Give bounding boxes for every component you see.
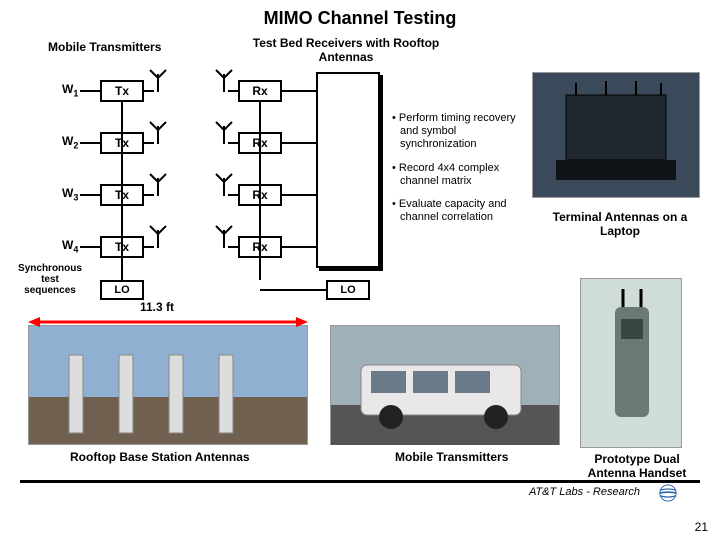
w3-line xyxy=(80,194,100,196)
handset-caption: Prototype Dual Antenna Handset xyxy=(572,452,702,480)
rx1-from-ant xyxy=(228,90,238,92)
processing-box xyxy=(316,72,380,268)
tx3-to-ant xyxy=(144,194,154,196)
w2-label: W2 xyxy=(62,134,78,150)
w3-label: W3 xyxy=(62,186,78,202)
rx2-to-big xyxy=(282,142,316,144)
w4-line xyxy=(80,246,100,248)
w1-label: W1 xyxy=(62,82,78,98)
rx1-box: Rx xyxy=(238,80,282,102)
rx4-from-ant xyxy=(228,246,238,248)
rx3-from-ant xyxy=(228,194,238,196)
footer-rule xyxy=(20,480,700,483)
handset-photo xyxy=(580,278,682,448)
distance-arrow-icon xyxy=(28,314,308,330)
antennas-caption: Rooftop Base Station Antennas xyxy=(70,450,250,464)
footer-text: AT&T Labs - Research xyxy=(529,486,640,498)
bullet-1: • Perform timing recovery and symbol syn… xyxy=(392,112,522,152)
rx2-from-ant xyxy=(228,142,238,144)
page-number: 21 xyxy=(695,520,708,534)
rx-lo-box: LO xyxy=(326,280,370,300)
tx2-to-ant xyxy=(144,142,154,144)
tx1-to-ant xyxy=(144,90,154,92)
laptop-photo xyxy=(532,72,700,198)
rx3-to-big xyxy=(282,194,316,196)
tx-lo-box: LO xyxy=(100,280,144,300)
rx-lo-line xyxy=(260,289,326,291)
att-logo-icon xyxy=(648,484,688,502)
subtitle-mobile-tx: Mobile Transmitters xyxy=(48,40,161,54)
tx-lo-bus-v xyxy=(121,102,123,280)
w2-line xyxy=(80,142,100,144)
bullet-2: • Record 4x4 complex channel matrix xyxy=(392,162,522,188)
van-caption: Mobile Transmitters xyxy=(395,450,508,464)
distance-label: 11.3 ft xyxy=(140,300,174,314)
laptop-caption: Terminal Antennas on a Laptop xyxy=(540,210,700,238)
sync-label: Synchronous test sequences xyxy=(10,263,90,296)
antennas-photo xyxy=(28,325,308,445)
subtitle-testbed-rx: Test Bed Receivers with Rooftop Antennas xyxy=(246,36,446,64)
page-title: MIMO Channel Testing xyxy=(0,0,720,29)
rx4-to-big xyxy=(282,246,316,248)
rx1-to-big xyxy=(282,90,316,92)
tx4-to-ant xyxy=(144,246,154,248)
w4-label: W4 xyxy=(62,238,78,254)
tx1-box: Tx xyxy=(100,80,144,102)
rx-lo-bus-v xyxy=(259,102,261,280)
w1-line xyxy=(80,90,100,92)
processing-bullets: • Perform timing recovery and symbol syn… xyxy=(392,112,522,234)
van-photo xyxy=(330,325,560,445)
bullet-3: • Evaluate capacity and channel correlat… xyxy=(392,198,522,224)
